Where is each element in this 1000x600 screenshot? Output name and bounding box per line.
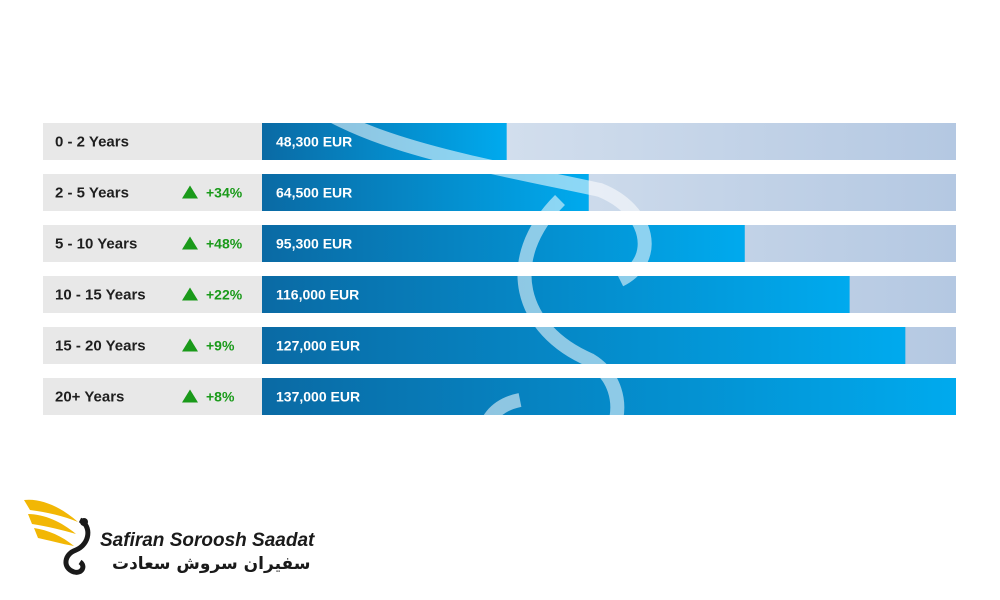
category-label-bg [43, 174, 262, 211]
up-triangle-icon [182, 338, 198, 352]
change-label: +9% [206, 338, 235, 354]
change-label: +8% [206, 389, 235, 405]
bar-value-label: 137,000 EUR [276, 389, 360, 405]
category-label: 15 - 20 Years [55, 338, 146, 355]
bar-row: 2 - 5 Years +34% 64,500 EUR [43, 174, 956, 211]
category-label: 10 - 15 Years [55, 287, 146, 304]
bar [262, 225, 745, 262]
swan-wing-logo-icon [24, 499, 91, 575]
change-label: +22% [206, 287, 243, 303]
bar-value-label: 95,300 EUR [276, 236, 352, 252]
category-label-bg [43, 327, 262, 364]
category-label-bg [43, 225, 262, 262]
bar-value-label: 127,000 EUR [276, 338, 360, 354]
bar-value-label: 48,300 EUR [276, 134, 352, 150]
bar-row: 15 - 20 Years +9% 127,000 EUR [43, 327, 956, 364]
up-triangle-icon [182, 287, 198, 301]
brand-name-fa: سفیران سروش سعادت [112, 554, 311, 574]
up-triangle-icon [182, 389, 198, 403]
category-label-bg [43, 276, 262, 313]
category-label-bg [43, 123, 262, 160]
bar-row: 0 - 2 Years 48,300 EUR [43, 123, 956, 160]
category-label: 5 - 10 Years [55, 236, 137, 253]
bar-row: 5 - 10 Years +48% 95,300 EUR [43, 225, 956, 262]
bar-value-label: 64,500 EUR [276, 185, 352, 201]
watermark-logo [269, 65, 652, 488]
category-label: 2 - 5 Years [55, 185, 129, 202]
bar-value-label: 116,000 EUR [276, 287, 359, 303]
up-triangle-icon [182, 185, 198, 199]
change-label: +34% [206, 185, 243, 201]
up-triangle-icon [182, 236, 198, 250]
brand-logo: Safiran Soroosh Saadat سفیران سروش سعادت [20, 492, 320, 582]
brand-name-en: Safiran Soroosh Saadat [100, 530, 315, 551]
bar-row: 10 - 15 Years +22% 116,000 EUR [43, 276, 956, 313]
category-label: 0 - 2 Years [55, 134, 129, 151]
change-label: +48% [206, 236, 243, 252]
category-label: 20+ Years [55, 389, 124, 406]
category-label-bg [43, 378, 262, 415]
bar [262, 276, 850, 313]
